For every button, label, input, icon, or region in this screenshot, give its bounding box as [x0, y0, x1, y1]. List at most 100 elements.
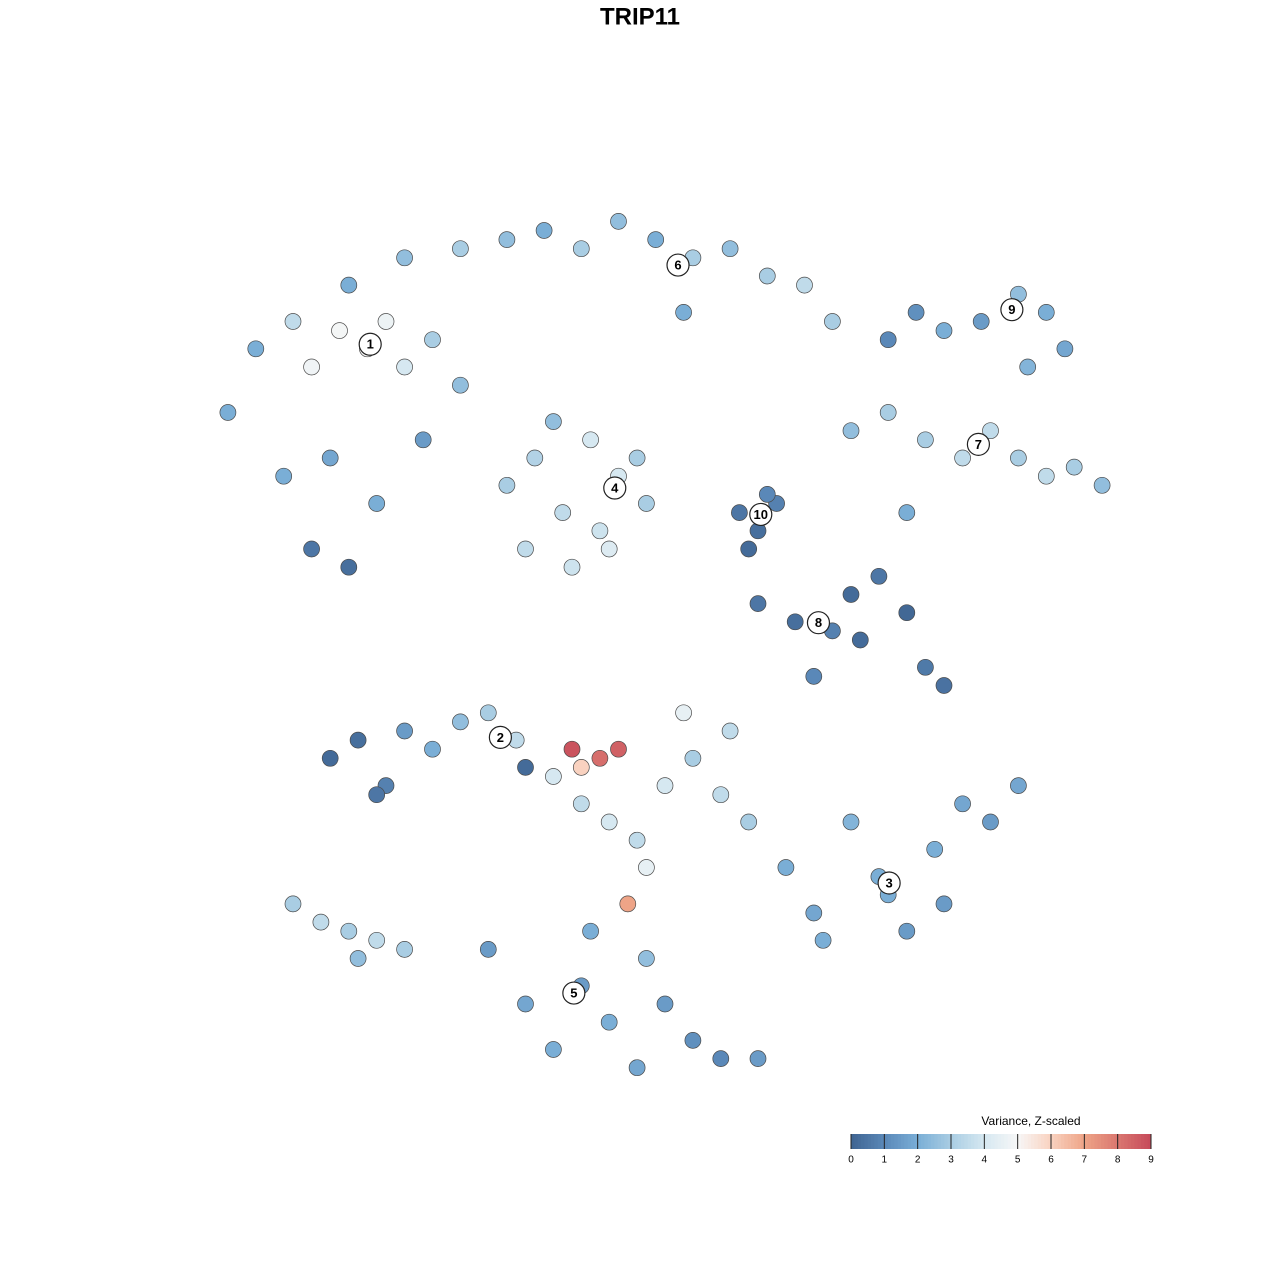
points — [219, 213, 1111, 1077]
colorbar-segment — [921, 1134, 925, 1149]
point — [805, 668, 823, 685]
point — [805, 904, 823, 922]
point — [479, 704, 497, 722]
colorbar-segment — [1141, 1134, 1145, 1149]
colorbar-segment — [1077, 1134, 1082, 1149]
point — [935, 895, 953, 913]
colorbar-segment — [1114, 1134, 1119, 1149]
colorbar-segment — [864, 1134, 869, 1149]
cluster-label: 2 — [497, 730, 504, 745]
colorbar-segment — [1004, 1134, 1009, 1149]
point — [424, 740, 441, 758]
point — [898, 504, 916, 521]
colorbar-segment — [997, 1134, 1002, 1149]
colorbar-segment — [1144, 1134, 1149, 1149]
point — [1065, 458, 1083, 476]
point — [879, 404, 897, 421]
colorbar-segment — [897, 1134, 902, 1149]
point — [340, 276, 358, 294]
colorbar-segment — [1117, 1134, 1122, 1149]
point — [368, 495, 386, 512]
colorbar-segment — [1094, 1134, 1099, 1149]
point — [526, 449, 544, 467]
point — [638, 859, 655, 876]
colorbar-segment — [964, 1134, 969, 1149]
chart-title: TRIP11 — [600, 3, 680, 30]
point — [628, 449, 646, 467]
point — [340, 558, 358, 576]
point — [1010, 777, 1027, 794]
point — [777, 859, 795, 876]
colorbar-segment — [1047, 1134, 1052, 1149]
colorbar-segment — [911, 1134, 915, 1149]
colorbar-segment — [1037, 1134, 1042, 1149]
colorbar-segment — [981, 1134, 985, 1149]
cluster-labels: 1 2 3 4 5 6 7 8 9 10 — [358, 253, 1024, 1005]
colorbar-segment — [1134, 1134, 1139, 1149]
point — [303, 540, 320, 558]
colorbar: Variance, Z-scaled 0 1 2 3 4 5 6 7 8 9 — [848, 1114, 1154, 1165]
point — [321, 749, 339, 767]
point — [731, 504, 748, 521]
colorbar-tick-label: 2 — [915, 1155, 921, 1166]
colorbar-segment — [1104, 1134, 1109, 1149]
point — [582, 922, 599, 940]
point — [870, 567, 888, 585]
point — [610, 213, 627, 230]
point — [284, 895, 302, 913]
colorbar-segment — [904, 1134, 909, 1149]
point — [517, 995, 534, 1013]
colorbar-segment — [874, 1134, 879, 1149]
point — [842, 422, 860, 440]
point — [712, 786, 730, 804]
cluster-marker — [562, 981, 586, 1005]
point — [452, 240, 469, 258]
colorbar-segment — [901, 1134, 905, 1149]
point — [368, 931, 386, 949]
colorbar-tick-label: 8 — [1115, 1155, 1121, 1166]
colorbar-segment — [1057, 1134, 1062, 1149]
colorbar-segment — [1131, 1134, 1135, 1149]
point — [321, 449, 339, 467]
point — [907, 304, 925, 321]
colorbar-segment — [887, 1134, 892, 1149]
colorbar-segment — [1051, 1134, 1055, 1149]
point — [814, 931, 832, 949]
cluster-marker — [966, 432, 991, 456]
point — [684, 749, 702, 767]
point — [591, 522, 609, 540]
colorbar-segment — [1054, 1134, 1059, 1149]
point — [312, 913, 330, 931]
colorbar-segment — [1064, 1134, 1069, 1149]
cluster-label: 5 — [570, 986, 577, 1001]
colorbar-tick-label: 7 — [1082, 1155, 1088, 1166]
point — [879, 331, 897, 349]
colorbar-segment — [924, 1134, 929, 1149]
point — [972, 313, 990, 330]
colorbar-segment — [1007, 1134, 1012, 1149]
colorbar-segment — [927, 1134, 932, 1149]
colorbar-segment — [934, 1134, 939, 1149]
point — [498, 231, 516, 248]
colorbar-tick-label: 4 — [982, 1155, 988, 1166]
cluster-label: 7 — [975, 437, 982, 452]
point — [628, 831, 646, 849]
colorbar-segment — [881, 1134, 885, 1149]
point — [610, 740, 627, 758]
colorbar-segment — [1044, 1134, 1049, 1149]
point — [600, 540, 618, 558]
colorbar-segment — [1121, 1134, 1125, 1149]
point — [796, 276, 813, 294]
point — [396, 358, 413, 376]
point — [396, 249, 413, 267]
point — [563, 558, 581, 576]
point — [824, 313, 841, 330]
point — [563, 740, 581, 758]
colorbar-segment — [937, 1134, 942, 1149]
point — [675, 304, 692, 321]
point — [545, 768, 562, 785]
point — [926, 840, 944, 858]
colorbar-segment — [1084, 1134, 1089, 1149]
point — [572, 795, 590, 813]
colorbar-segment — [977, 1134, 982, 1149]
